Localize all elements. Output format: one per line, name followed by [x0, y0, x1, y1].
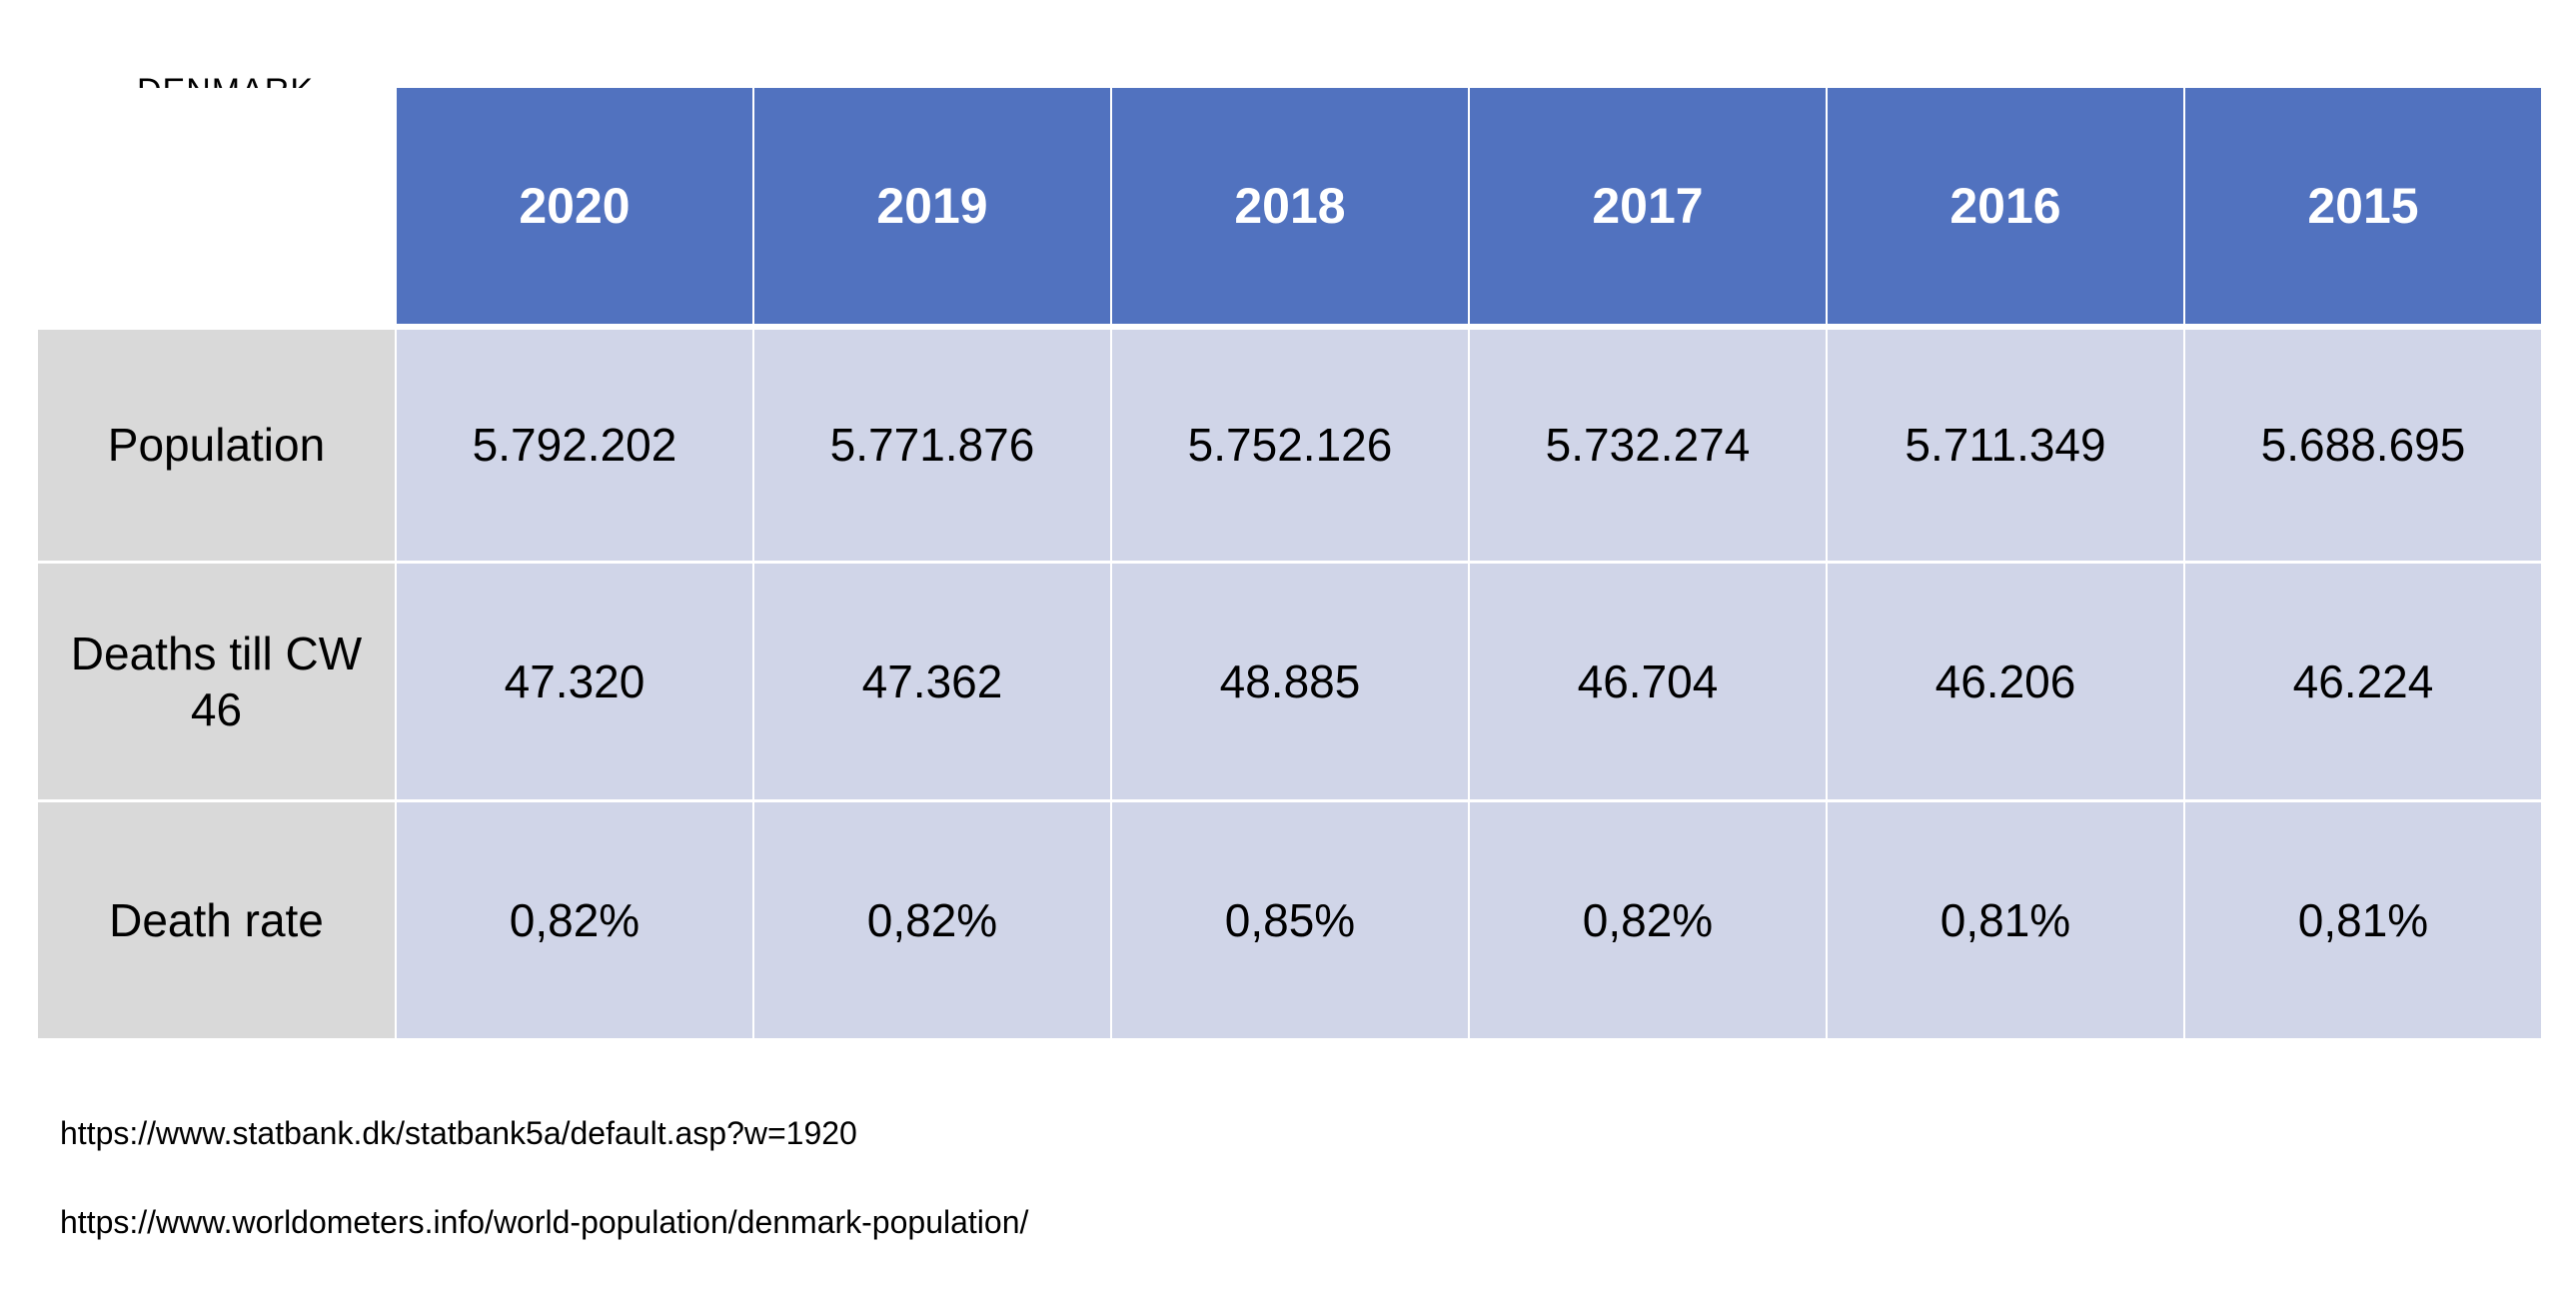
source-link-statbank[interactable]: https://www.statbank.dk/statbank5a/defau…	[60, 1115, 857, 1151]
row-label-deaths: Deaths till CW 46	[38, 564, 395, 802]
row-spacer	[754, 324, 1110, 330]
header-year-2017: 2017	[1470, 88, 1826, 324]
row-label-population: Population	[38, 330, 395, 564]
table-cell: 48.885	[1112, 564, 1468, 802]
row-spacer	[1828, 324, 2183, 330]
table-cell: 47.362	[754, 564, 1110, 802]
source-link-worldometers[interactable]: https://www.worldometers.info/world-popu…	[60, 1204, 1029, 1240]
header-year-2015: 2015	[2185, 88, 2541, 324]
row-spacer	[1470, 324, 1826, 330]
header-year-2020: 2020	[397, 88, 752, 324]
header-year-2016: 2016	[1828, 88, 2183, 324]
table-cell: 47.320	[397, 564, 752, 802]
table-cell: 0,81%	[2185, 802, 2541, 1038]
table-cell: 5.752.126	[1112, 330, 1468, 564]
table-cell: 5.711.349	[1828, 330, 2183, 564]
table-cell: 5.732.274	[1470, 330, 1826, 564]
table-cell: 46.206	[1828, 564, 2183, 802]
table-cell: 46.704	[1470, 564, 1826, 802]
table-cell: 46.224	[2185, 564, 2541, 802]
sources-list: https://www.statbank.dk/statbank5a/defau…	[60, 1115, 1028, 1293]
table-cell: 0,82%	[397, 802, 752, 1038]
row-spacer	[1112, 324, 1468, 330]
table-cell: 5.688.695	[2185, 330, 2541, 564]
table-cell: 0,82%	[1470, 802, 1826, 1038]
table-cell: 5.792.202	[397, 330, 752, 564]
row-spacer	[38, 324, 395, 330]
table-cell: 5.771.876	[754, 330, 1110, 564]
row-spacer	[2185, 324, 2541, 330]
table-cell: 0,81%	[1828, 802, 2183, 1038]
table-cell: 0,82%	[754, 802, 1110, 1038]
data-table: 2020 2019 2018 2017 2016 2015 Population…	[38, 88, 2541, 1038]
table-corner	[38, 88, 395, 324]
row-spacer	[397, 324, 752, 330]
row-label-death-rate: Death rate	[38, 802, 395, 1038]
header-year-2018: 2018	[1112, 88, 1468, 324]
header-year-2019: 2019	[754, 88, 1110, 324]
table-cell: 0,85%	[1112, 802, 1468, 1038]
